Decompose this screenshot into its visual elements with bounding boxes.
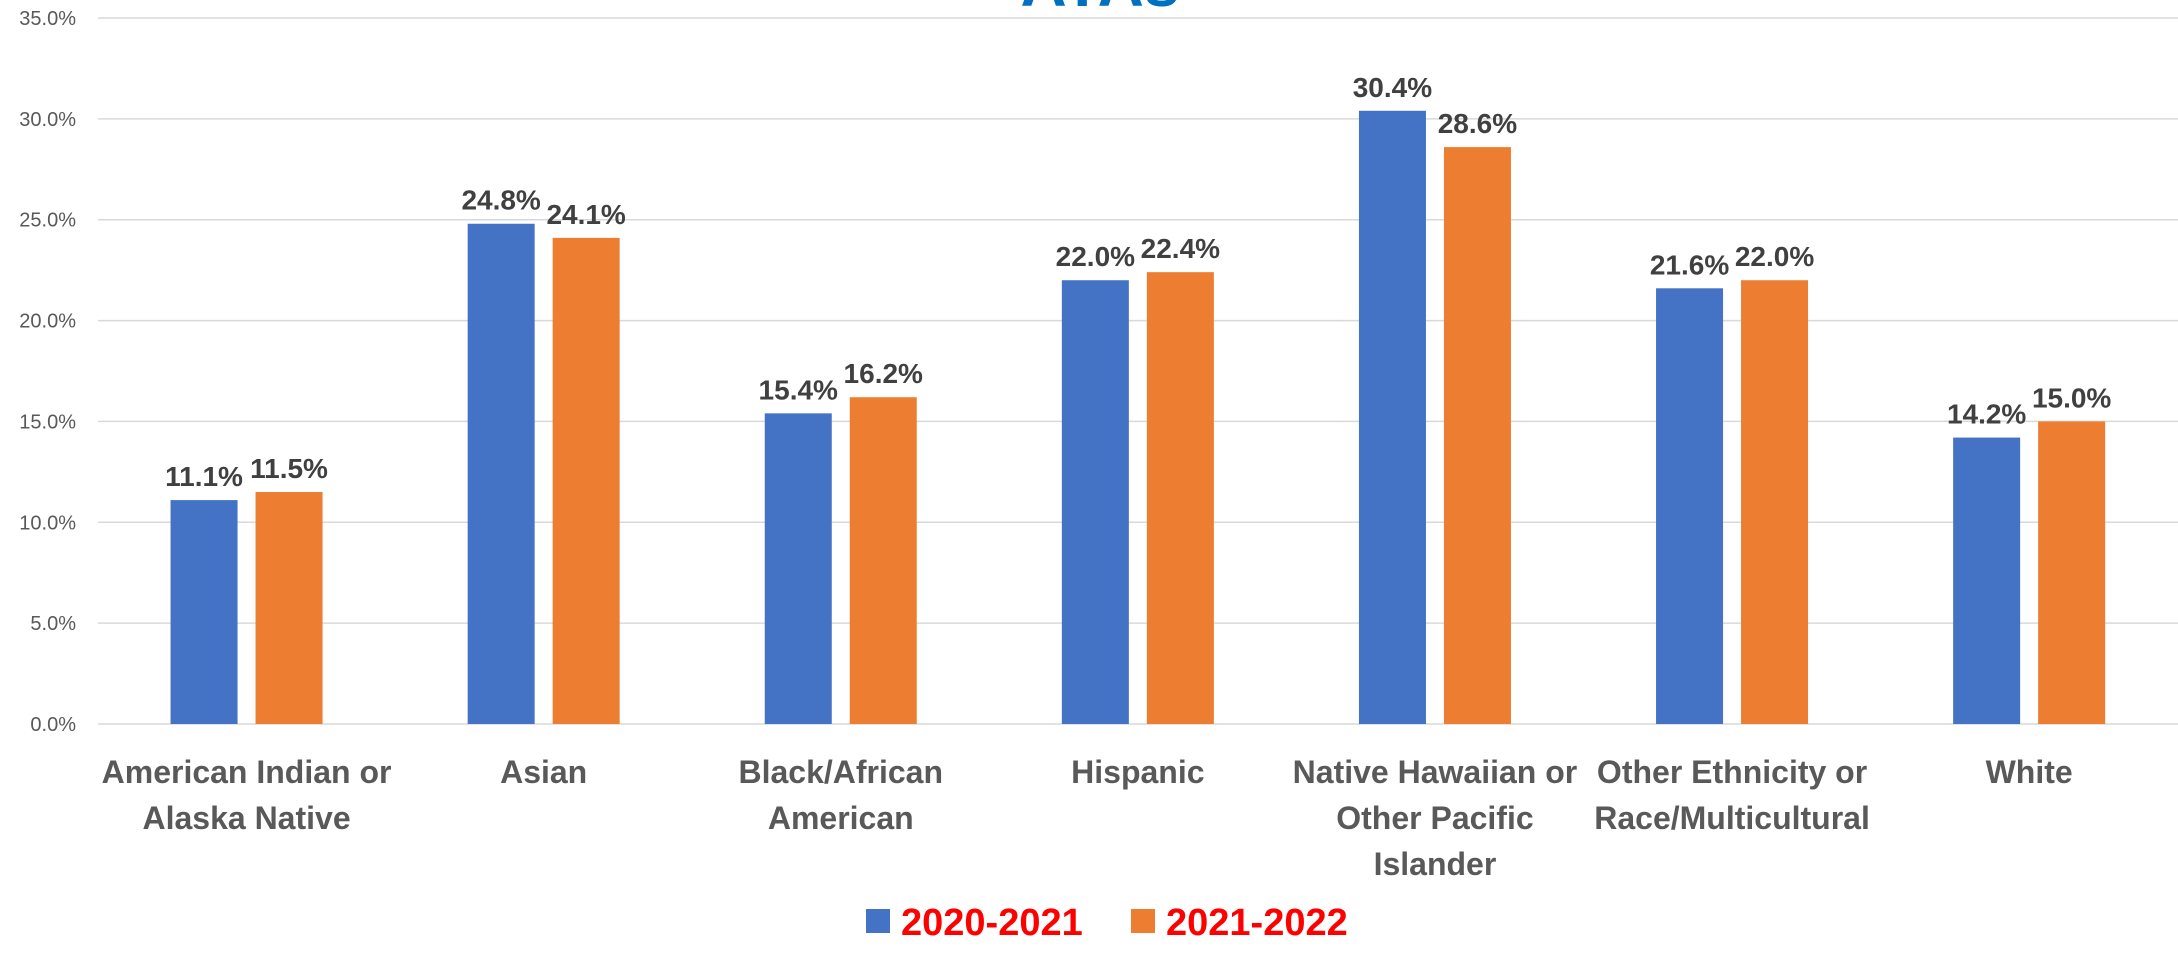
legend-label: 2021-2022 bbox=[1166, 902, 1348, 944]
data-label: 22.0% bbox=[1735, 241, 1814, 272]
x-category-label: Other Ethnicity or Race/Multicultural bbox=[1594, 754, 1870, 836]
data-label: 22.0% bbox=[1056, 241, 1135, 272]
data-label: 11.1% bbox=[165, 461, 243, 492]
data-label: 21.6% bbox=[1650, 249, 1729, 280]
y-tick-label: 20.0% bbox=[19, 311, 76, 333]
data-label: 15.0% bbox=[2032, 382, 2111, 413]
x-category-label: Asian bbox=[500, 754, 587, 790]
y-tick-label: 0.0% bbox=[30, 714, 76, 736]
bar-2020-2021 bbox=[1656, 288, 1724, 724]
legend: 2020-2021 2021-2022 bbox=[866, 902, 1348, 944]
bar-2021-2022 bbox=[552, 237, 620, 724]
x-category-label: White bbox=[1986, 754, 2073, 790]
data-label: 24.8% bbox=[461, 185, 540, 216]
bar-2020-2021 bbox=[1061, 280, 1129, 724]
bar-2021-2022 bbox=[255, 492, 323, 724]
data-label: 16.2% bbox=[844, 358, 923, 389]
category-labels: American Indian or Alaska Native Asian Blac… bbox=[102, 754, 2073, 882]
bar-2020-2021 bbox=[1953, 437, 2021, 724]
bar-2021-2022 bbox=[1741, 280, 1809, 724]
legend-swatch bbox=[866, 909, 890, 933]
y-tick-label: 5.0% bbox=[30, 613, 76, 635]
x-category-label: Black/African American bbox=[738, 754, 943, 836]
y-tick-label: 10.0% bbox=[19, 512, 76, 534]
y-tick-label: 30.0% bbox=[19, 109, 76, 131]
chart-title: AYAs bbox=[1021, 0, 1180, 20]
data-label: 30.4% bbox=[1353, 72, 1432, 103]
bar-2021-2022 bbox=[1443, 147, 1511, 724]
data-labels: 11.1% 11.5%24.8% 24.1%15.4%16.2%22.0% 22.4%… bbox=[165, 72, 2111, 492]
legend-swatch bbox=[1131, 909, 1155, 933]
gridlines: 0.0% 5.0% 10.0% 15.0% 20.0% 25.0% 30.0% 35.0% bbox=[19, 8, 2178, 736]
data-label: 11.5% bbox=[250, 453, 328, 484]
x-category-label: Hispanic bbox=[1071, 754, 1204, 790]
data-label: 22.4% bbox=[1141, 233, 1220, 264]
legend-label: 2020-2021 bbox=[901, 902, 1083, 944]
bar-2021-2022 bbox=[849, 397, 917, 724]
y-tick-label: 25.0% bbox=[19, 210, 76, 232]
y-tick-label: 35.0% bbox=[19, 8, 76, 30]
bars bbox=[170, 110, 2106, 724]
data-label: 28.6% bbox=[1438, 108, 1517, 139]
data-label: 15.4% bbox=[759, 374, 838, 405]
y-tick-label: 15.0% bbox=[19, 411, 76, 433]
bar-2020-2021 bbox=[1358, 110, 1426, 724]
bar-2020-2021 bbox=[467, 223, 535, 724]
data-label: 24.1% bbox=[546, 199, 625, 230]
data-label: 14.2% bbox=[1947, 399, 2026, 430]
x-category-label: Native Hawaiian or Other Pacific Islander bbox=[1293, 754, 1578, 882]
bar-2021-2022 bbox=[1146, 272, 1214, 724]
bar-2021-2022 bbox=[2038, 421, 2106, 724]
bar-2020-2021 bbox=[764, 413, 832, 724]
x-category-label: American Indian or Alaska Native bbox=[102, 754, 392, 836]
bar-2020-2021 bbox=[170, 500, 238, 724]
